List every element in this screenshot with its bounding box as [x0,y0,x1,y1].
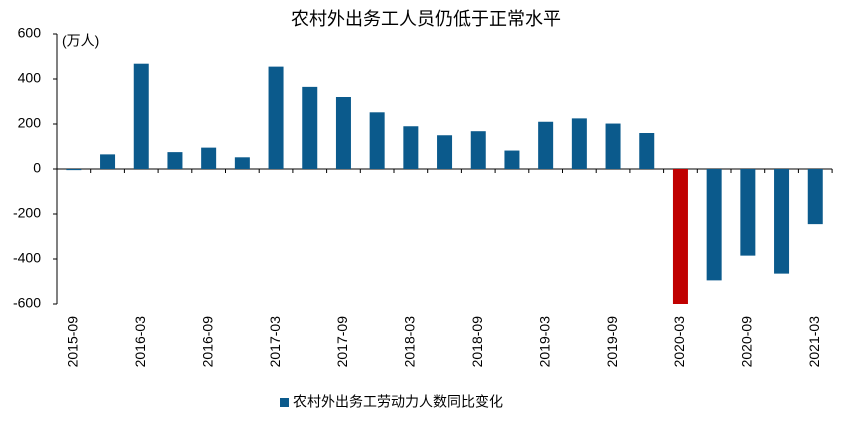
bar [100,154,116,169]
bar [302,86,318,169]
bar [774,169,790,274]
bar [706,169,722,281]
bar [133,63,149,170]
x-tick-label: 2015-09 [65,316,81,368]
x-tick-label: 2016-03 [132,316,148,368]
bar [504,150,520,169]
bar [807,169,823,225]
bar [66,169,82,171]
x-tick-label: 2017-09 [334,316,350,368]
y-tick-label: -400 [13,250,41,266]
bar [639,133,655,169]
bar [201,147,217,169]
x-tick-label: 2017-03 [267,316,283,368]
bar [268,66,284,169]
bar [437,135,453,169]
chart-title: 农村外出务工人员仍低于正常水平 [291,9,561,30]
y-tick-label: -200 [13,205,41,221]
y-tick-label: 200 [18,115,42,131]
x-tick-label: 2019-03 [536,316,552,368]
x-tick-label: 2016-09 [199,316,215,368]
x-tick-label: 2018-03 [402,316,418,368]
bar [403,126,419,169]
bar [470,131,486,169]
legend-label: 农村外出务工劳动力人数同比变化 [293,394,503,410]
x-tick-label: 2021-03 [806,316,822,368]
bar [571,118,587,169]
bar [605,123,621,169]
bar [167,152,183,169]
y-tick-label: 0 [33,160,41,176]
bar [538,121,554,169]
legend-swatch [280,398,289,407]
bar [234,157,250,169]
bar [369,112,385,169]
bar [672,169,688,304]
x-tick-label: 2018-09 [469,316,485,368]
y-tick-label: -600 [13,295,41,311]
bar [335,97,351,169]
x-tick-label: 2019-09 [604,316,620,368]
bar [740,169,756,256]
y-tick-label: 600 [18,25,42,41]
y-tick-label: 400 [18,70,42,86]
x-tick-label: 2020-03 [671,316,687,368]
y-unit: (万人) [62,33,99,49]
x-tick-label: 2020-09 [739,316,755,368]
